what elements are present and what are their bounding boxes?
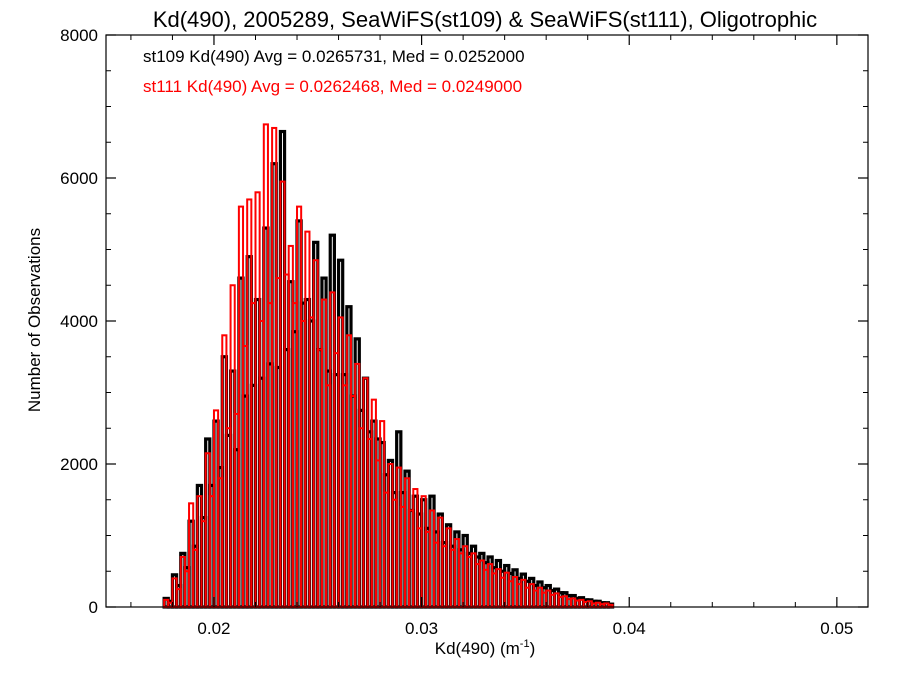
x-tick-label: 0.04: [613, 619, 646, 638]
y-axis-label: Number of Observations: [25, 228, 44, 412]
chart-title: Kd(490), 2005289, SeaWiFS(st109) & SeaWi…: [153, 7, 817, 32]
x-axis-label-sup: -1: [520, 638, 530, 650]
y-tick-label: 0: [89, 598, 98, 617]
series-annotation-st109: st109 Kd(490) Avg = 0.0265731, Med = 0.0…: [143, 47, 525, 66]
x-axis-label: Kd(490) (m-1): [435, 638, 535, 658]
y-tick-label: 6000: [60, 169, 98, 188]
x-tick-label: 0.02: [197, 619, 230, 638]
plot-frame: [105, 34, 869, 608]
x-axis-label-main: Kd(490) (m: [435, 639, 520, 658]
y-tick-label: 2000: [60, 455, 98, 474]
x-tick-label: 0.05: [820, 619, 853, 638]
y-tick-label: 4000: [60, 312, 98, 331]
x-tick-label: 0.03: [405, 619, 438, 638]
x-axis-label-close: ): [530, 639, 536, 658]
tick-layer: 0.02 0.03 0.04 0.05 0 2000 4000 6000 8000: [60, 26, 868, 638]
series-annotation-st111: st111 Kd(490) Avg = 0.0262468, Med = 0.0…: [143, 77, 522, 96]
y-tick-label: 8000: [60, 26, 98, 45]
